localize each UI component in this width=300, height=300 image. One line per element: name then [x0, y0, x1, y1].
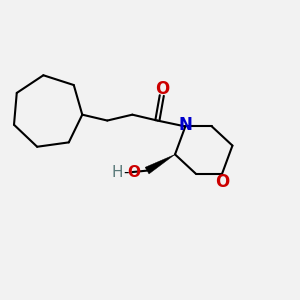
Text: O: O	[155, 80, 169, 98]
Text: -: -	[124, 165, 129, 180]
Polygon shape	[145, 154, 175, 174]
Text: O: O	[215, 173, 229, 191]
Text: H: H	[111, 165, 123, 180]
Text: N: N	[178, 116, 192, 134]
Text: O: O	[127, 165, 140, 180]
